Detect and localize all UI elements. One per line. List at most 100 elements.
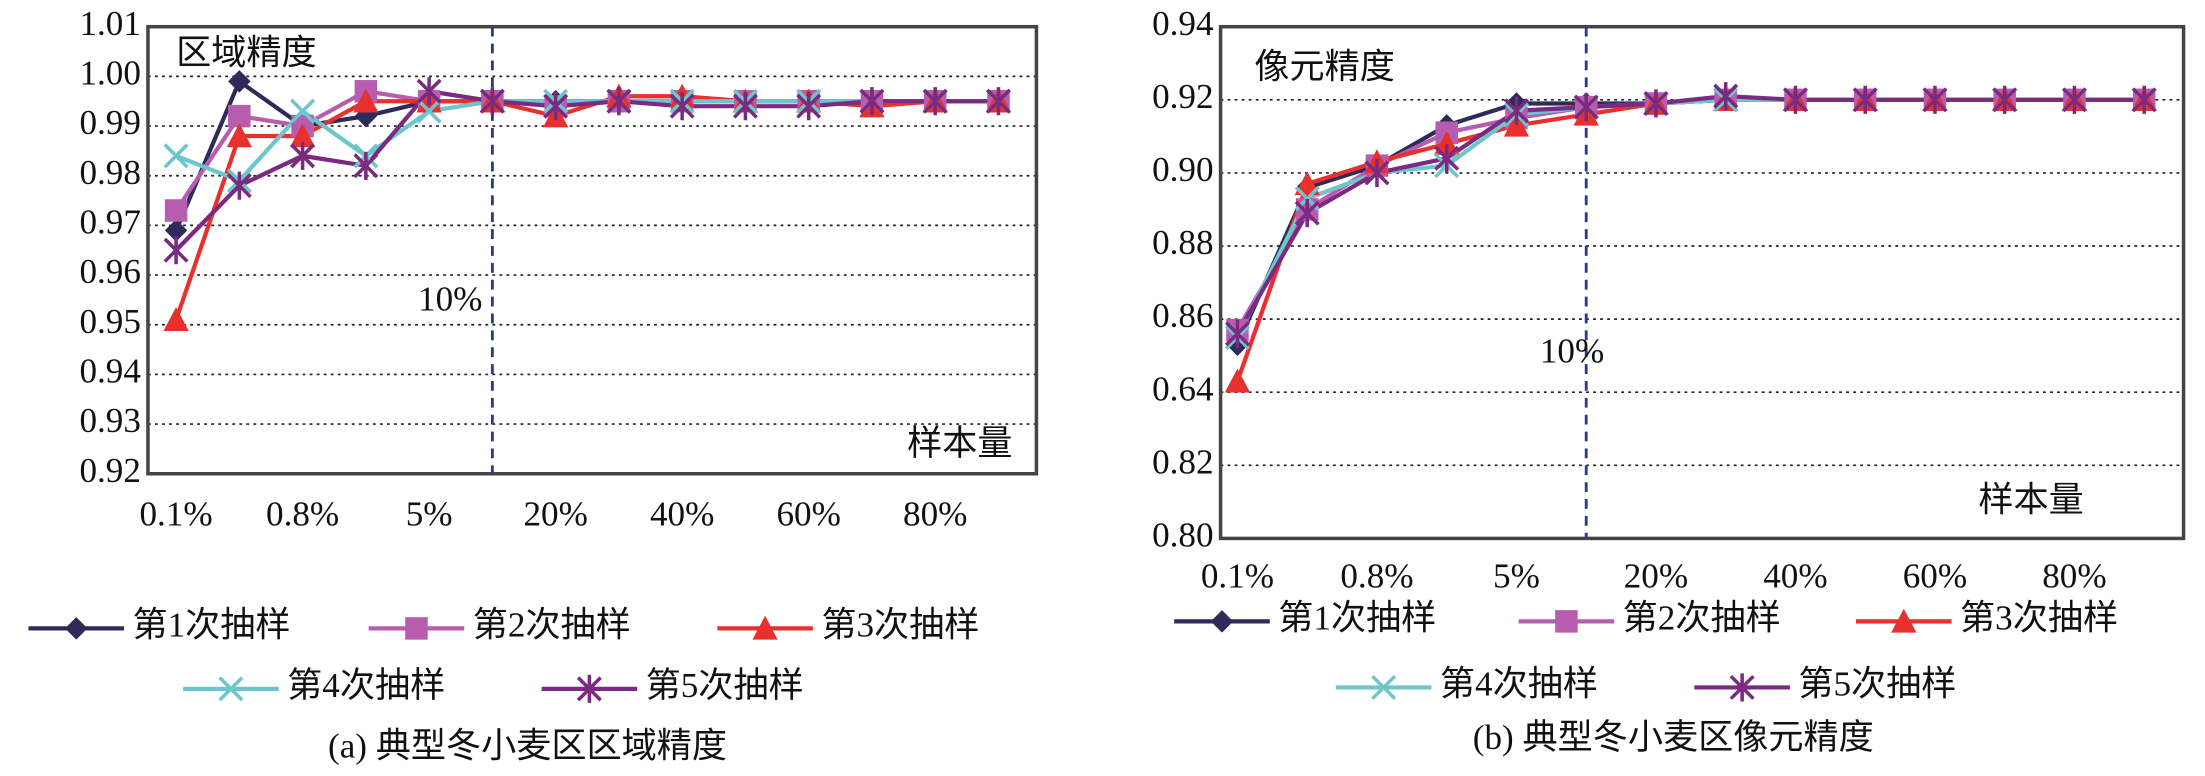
series-line [1235,97,2145,382]
marker [1364,158,1390,187]
legend-marker [218,676,244,702]
y-tick-label: 0.82 [1152,442,1213,481]
marker [416,98,442,124]
legend-marker [65,617,88,640]
x-tick-label: 0.8% [266,494,339,533]
y-tick-label: 0.92 [1152,77,1213,116]
y-axis-label: 像元精度 [1254,47,1395,86]
annotation: 10% [418,279,482,318]
y-tick-label: 0.97 [79,202,140,241]
marker [1224,319,1250,348]
marker [226,171,252,200]
x-tick-label: 20% [523,494,587,533]
x-tick-label: 60% [1903,556,1967,595]
y-tick-label: 0.88 [1152,223,1213,262]
marker [226,123,252,148]
marker [164,219,188,242]
marker [290,98,316,124]
x-axis-label: 样本量 [1978,480,2083,519]
marker [1992,85,2018,114]
y-tick-label: 0.80 [1152,515,1213,554]
marker [1294,171,1320,196]
marker [1503,96,1529,125]
marker [353,151,379,180]
y-tick-label: 0.90 [1152,150,1213,189]
legend-label: 第2次抽样 [473,605,631,644]
y-tick-label: 0.94 [79,351,141,390]
marker [669,92,695,121]
marker [163,143,189,169]
legend-marker [1555,610,1578,633]
series-line [1235,97,2145,332]
marker [163,236,189,265]
marker [1782,85,1808,114]
marker [1922,85,1948,114]
marker [2131,85,2157,114]
chart-caption: (b) 典型冬小麦区像元精度 [1473,718,1874,757]
marker [290,141,316,170]
legend-label: 第2次抽样 [1623,598,1781,637]
marker [353,88,379,113]
marker [1713,82,1739,111]
marker [985,87,1011,116]
legend-marker [1210,610,1234,633]
x-tick-label: 5% [406,494,453,533]
marker [163,307,189,332]
legend-marker [405,617,428,640]
marker [543,92,569,121]
x-tick-label: 60% [776,494,840,533]
x-tick-label: 40% [1763,556,1827,595]
x-tick-label: 0.1% [1201,556,1274,595]
marker [859,87,885,116]
legend-label: 第3次抽样 [821,605,979,644]
y-axis-label: 区域精度 [176,33,317,72]
y-tick-label: 1.00 [79,53,140,92]
y-tick-label: 0.64 [1152,369,1214,408]
y-tick-label: 1.01 [79,4,140,43]
marker [289,123,316,148]
legend-label: 第4次抽样 [287,666,445,705]
legend-label: 第1次抽样 [1278,598,1436,637]
legend-label: 第5次抽样 [1798,664,1956,703]
legend-marker [576,674,602,703]
x-tick-label: 0.8% [1340,556,1413,595]
y-tick-label: 0.99 [79,103,140,142]
legend-marker [1729,673,1755,702]
legend-label: 第1次抽样 [133,605,291,644]
marker [1294,199,1320,228]
marker [1573,93,1599,122]
x-tick-label: 5% [1493,556,1540,595]
marker [416,77,442,106]
y-tick-label: 0.93 [79,401,140,440]
y-tick-label: 0.92 [79,451,140,490]
y-tick-label: 0.94 [1152,4,1214,43]
marker [1434,144,1460,173]
x-axis-label: 样本量 [907,424,1012,463]
marker [1434,131,1460,155]
plot-frame [1218,24,2186,541]
marker [1643,89,1669,118]
marker [228,70,251,93]
legend-label: 第4次抽样 [1440,664,1598,703]
chart-caption: (a) 典型冬小麦区区域精度 [328,726,727,765]
x-tick-label: 0.1% [139,494,212,533]
y-tick-label: 0.86 [1152,296,1213,335]
marker [2061,85,2087,114]
marker [796,92,822,121]
series-line [1235,94,2145,335]
y-tick-label: 0.95 [79,302,140,341]
series-line [1235,97,2145,346]
marker [1224,368,1251,393]
x-tick-label: 80% [2042,556,2106,595]
marker [1852,85,1878,114]
marker [732,92,758,121]
x-tick-label: 80% [903,494,967,533]
x-tick-label: 20% [1624,556,1688,595]
marker [164,199,188,222]
legend-label: 第5次抽样 [646,666,804,705]
legend-label: 第3次抽样 [1960,598,2118,637]
series-line [1235,97,2145,339]
marker [479,87,505,116]
marker [922,87,948,116]
